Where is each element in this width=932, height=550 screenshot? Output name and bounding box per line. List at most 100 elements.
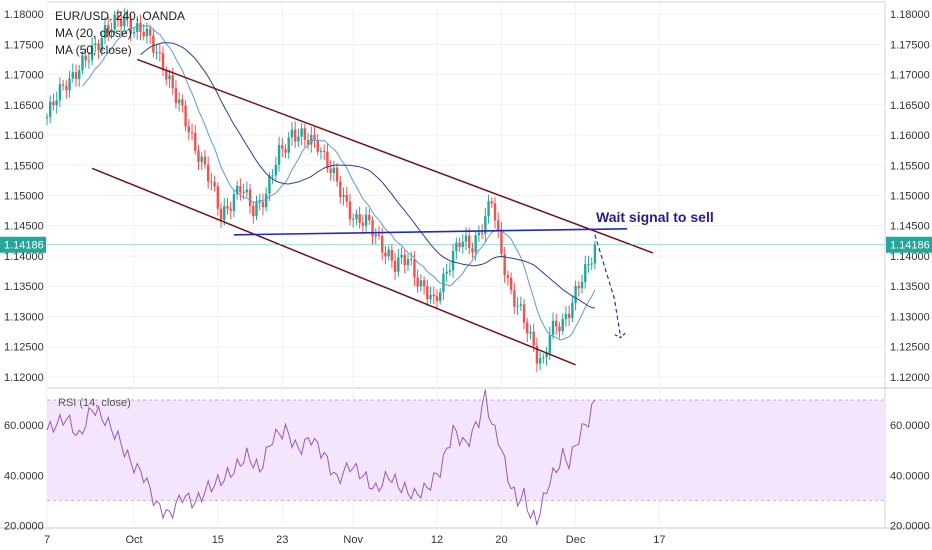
candle-body — [335, 167, 339, 182]
y-tick-label-right: 1.16000 — [890, 130, 930, 142]
candle-body — [248, 189, 252, 206]
candle-body — [74, 72, 78, 79]
candle-body — [471, 248, 474, 253]
ma20-line — [82, 24, 596, 341]
candle-body — [464, 235, 468, 242]
candle-body — [535, 345, 539, 364]
rsi-pane — [46, 389, 596, 527]
candle-body — [390, 249, 394, 261]
candle-body — [326, 151, 329, 169]
candle-body — [55, 100, 58, 106]
candles — [45, 8, 597, 373]
y-tick-label-right: 1.16500 — [890, 100, 930, 112]
candle-body — [136, 23, 139, 32]
candle-body — [152, 35, 155, 53]
candle-body — [577, 285, 581, 289]
candle-body — [435, 296, 439, 301]
candle-body — [387, 249, 390, 257]
rsi-tick-label-left: 20.0000 — [4, 520, 44, 532]
candle-body — [264, 193, 268, 208]
candle-body — [68, 78, 71, 91]
candle-body — [487, 201, 490, 217]
candle-body — [580, 282, 584, 289]
candle-body — [519, 304, 522, 306]
candle-body — [293, 129, 297, 142]
last-price-badge-right — [886, 236, 932, 253]
candle-body — [503, 254, 506, 276]
candle-body — [310, 134, 313, 145]
candle-body — [542, 357, 545, 359]
y-tick-label-left: 1.14000 — [4, 251, 44, 263]
rsi-legend: RSI (14, close) — [58, 397, 131, 409]
candle-body — [555, 320, 558, 327]
candle-body — [522, 304, 526, 323]
candle-body — [65, 85, 68, 91]
candle-body — [284, 148, 287, 153]
legend-ma50: MA (50, close) — [55, 43, 132, 57]
y-tick-label-right: 1.12500 — [890, 342, 930, 354]
candle-body — [271, 175, 274, 177]
y-tick-label-right: 1.15500 — [890, 160, 930, 172]
candle-body — [216, 186, 220, 209]
candle-body — [455, 242, 458, 251]
candle-body — [358, 213, 361, 224]
candle-body — [332, 167, 336, 173]
candle-body — [526, 322, 529, 334]
rsi-tick-label-left: 60.0000 — [4, 420, 44, 432]
candle-body — [71, 72, 74, 79]
candle-body — [213, 182, 216, 187]
candle-body — [210, 181, 213, 183]
candle-body — [158, 52, 162, 54]
trend-lines: Wait signal to sell — [47, 58, 885, 366]
x-tick-label: 23 — [276, 534, 288, 546]
candle-body — [551, 320, 555, 335]
candle-body — [406, 258, 410, 266]
candle-body — [319, 150, 323, 152]
candle-body — [439, 292, 442, 301]
last-price-label-right: 1.14186 — [890, 240, 930, 252]
candle-body — [480, 232, 484, 234]
candle-body — [203, 156, 207, 165]
x-tick-label: 20 — [495, 534, 507, 546]
last-price-badge-left — [0, 236, 46, 253]
projection-arrowhead — [614, 332, 627, 339]
candle-body — [245, 189, 249, 193]
candle-body — [145, 28, 149, 37]
candle-body — [538, 358, 542, 364]
y-tick-label-right: 1.14500 — [890, 221, 930, 233]
candle-body — [564, 313, 568, 320]
candle-body — [200, 156, 203, 163]
candle-body — [432, 294, 435, 297]
candle-body — [168, 75, 171, 80]
candle-body — [410, 258, 413, 260]
last-price-label-left: 1.14186 — [4, 240, 44, 252]
candle-body — [45, 116, 49, 118]
candle-body — [506, 275, 510, 278]
candle-body — [348, 201, 352, 220]
candle-body — [351, 218, 355, 220]
candle-body — [261, 201, 265, 208]
candle-body — [419, 280, 423, 287]
y-tick-label-right: 1.17500 — [890, 39, 930, 51]
candle-body — [242, 192, 245, 194]
y-tick-label-left: 1.13500 — [4, 281, 44, 293]
candle-body — [229, 208, 232, 211]
candle-body — [174, 88, 178, 104]
candle-body — [416, 277, 419, 287]
candle-body — [94, 43, 97, 46]
y-tick-label-left: 1.17500 — [4, 39, 44, 51]
candle-body — [493, 203, 497, 221]
candle-body — [313, 134, 316, 141]
candle-body — [90, 45, 94, 61]
candle-body — [500, 230, 503, 255]
candle-body — [545, 352, 548, 358]
candle-body — [84, 55, 87, 61]
candle-body — [277, 145, 281, 165]
candle-body — [161, 53, 165, 71]
candle-body — [567, 313, 571, 318]
candle-body — [303, 128, 307, 140]
y-tick-label-right: 1.13500 — [890, 281, 930, 293]
candle-body — [529, 331, 532, 334]
legend-symbol: EUR/USD, 240, OANDA — [55, 9, 186, 23]
